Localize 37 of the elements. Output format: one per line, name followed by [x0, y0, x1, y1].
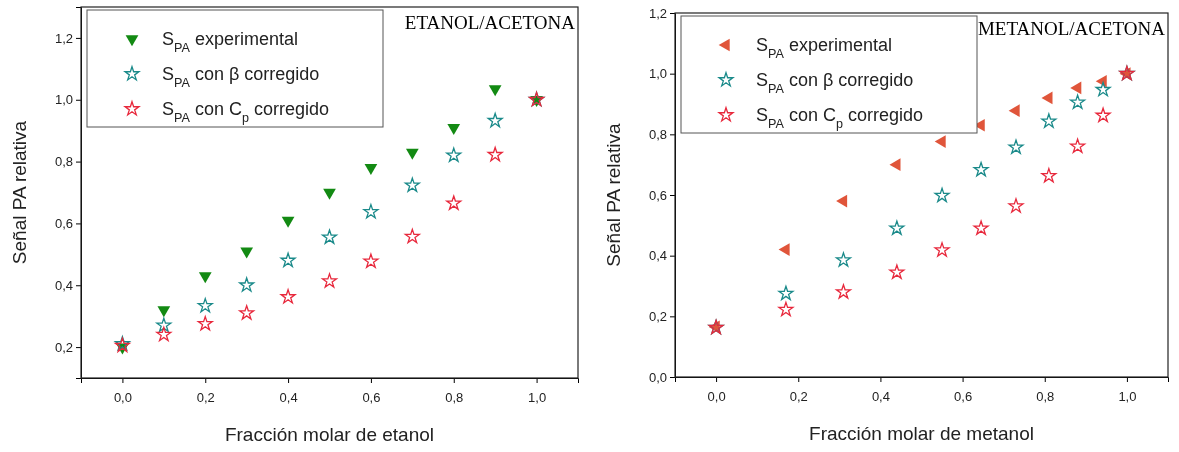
- y-tick-label: 0,8: [54, 154, 73, 170]
- legend-label: S$_{PA}$ con β corregido: [162, 64, 320, 90]
- y-tick-label: 0,6: [54, 216, 73, 232]
- chart-title: ETANOL/ACETONA: [404, 12, 576, 33]
- x-tick-label: 0,4: [871, 388, 890, 404]
- y-tick-label: 1,0: [648, 66, 667, 82]
- chart-title: METANOL/ACETONA: [977, 18, 1166, 39]
- x-tick-label: 0,2: [789, 388, 808, 404]
- y-axis-title: Señal PA relativa: [603, 122, 624, 267]
- x-tick-label: 0,4: [279, 389, 298, 405]
- x-axis-title: Fracción molar de etanol: [224, 424, 435, 445]
- legend-label: S$_{PA}$ con β corregido: [756, 70, 914, 96]
- y-tick-label: 0,4: [54, 277, 73, 293]
- x-tick-label: 0,0: [113, 389, 132, 405]
- y-tick-label: 0,0: [648, 369, 667, 385]
- y-tick-label: 0,2: [54, 339, 73, 355]
- x-tick-label: 0,0: [707, 388, 726, 404]
- x-tick-label: 0,6: [954, 388, 973, 404]
- x-tick-label: 0,8: [1036, 388, 1055, 404]
- y-tick-label: 0,2: [648, 308, 667, 324]
- legend-label: S$_{PA}$ experimental: [162, 29, 298, 55]
- x-tick-label: 1,0: [1118, 388, 1137, 404]
- x-tick-label: 0,2: [196, 389, 215, 405]
- y-tick-label: 0,8: [648, 126, 667, 142]
- y-tick-label: 1,2: [648, 5, 667, 21]
- x-tick-label: 1,0: [528, 389, 547, 405]
- y-tick-label: 0,4: [648, 248, 667, 264]
- y-tick-label: 0,6: [648, 187, 667, 203]
- y-tick-label: 1,0: [54, 92, 73, 108]
- y-axis-title: Señal PA relativa: [9, 120, 30, 265]
- x-tick-label: 0,8: [445, 389, 464, 405]
- legend-label: S$_{PA}$ experimental: [756, 35, 892, 61]
- legend-label: S$_{PA}$ con C$_{p}$ corregido: [756, 105, 923, 131]
- y-tick-label: 1,2: [54, 30, 73, 46]
- x-axis-title: Fracción molar de metanol: [809, 423, 1034, 444]
- legend-label: S$_{PA}$ con C$_{p}$ corregido: [162, 99, 329, 125]
- x-tick-label: 0,6: [362, 389, 381, 405]
